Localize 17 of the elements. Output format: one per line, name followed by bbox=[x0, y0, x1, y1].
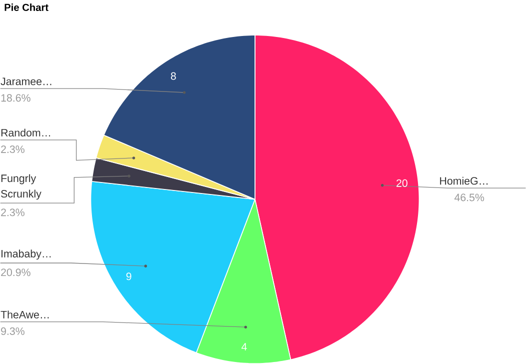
data-label: 4 bbox=[241, 343, 247, 350]
text: 2.3% bbox=[1, 146, 24, 154]
text: 2.3% bbox=[1, 208, 24, 216]
text: 9.3% bbox=[1, 327, 24, 335]
slice-label: HomieG… bbox=[440, 176, 488, 185]
text: 18.6% bbox=[1, 94, 30, 102]
text: 46.5% bbox=[454, 194, 484, 202]
chart-title: Pie Chart bbox=[4, 4, 48, 11]
data-label: 20 bbox=[396, 179, 408, 187]
slice-label: Imababy… bbox=[2, 250, 51, 260]
data-label: 9 bbox=[126, 272, 132, 280]
slice-label: Fungrly Scrunkly bbox=[1, 174, 42, 200]
slice-label: Random… bbox=[1, 128, 50, 137]
slice-label: TheAwe… bbox=[0, 310, 49, 318]
text: 20.9% bbox=[1, 268, 30, 276]
slice-label: Jaramee… bbox=[0, 78, 52, 86]
data-label: 8 bbox=[170, 72, 176, 80]
